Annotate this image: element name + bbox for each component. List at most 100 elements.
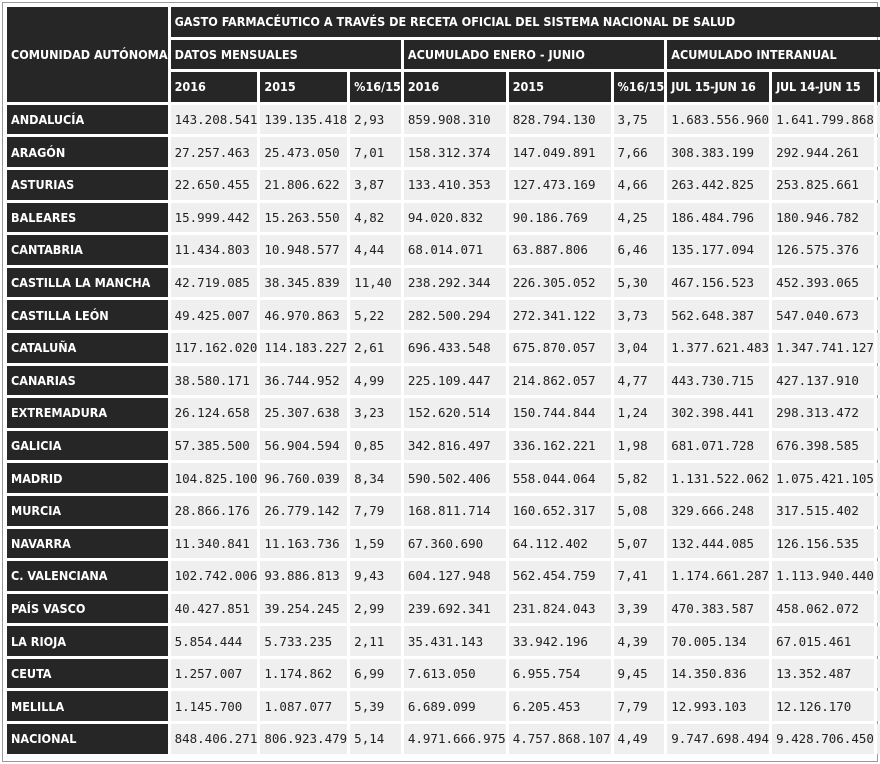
table-row: C. VALENCIANA 102.742.006 93.886.813 9,43 60… [7, 561, 880, 591]
table-cell: 6.955.754 [508, 658, 611, 689]
table-row: CANTABRIA 11.434.803 10.948.577 4,44 68.014.… [7, 235, 880, 265]
table-cell: 104.825.100 [170, 463, 258, 493]
table-cell: 3,73 [613, 300, 665, 330]
table-cell: 25.473.050 [260, 137, 348, 167]
table-cell: 282.500.294 [403, 300, 506, 330]
table-cell: 1.257.007 [170, 658, 258, 689]
row-label: ASTURIAS [7, 169, 168, 200]
table-cell: 1,98 [613, 430, 665, 461]
table-row: ARAGÓN 27.257.463 25.473.050 7,01 158.312.37… [7, 137, 880, 167]
table-cell: 238.292.344 [403, 267, 506, 298]
table-cell: 604.127.948 [403, 561, 506, 591]
table-cell: 2,22 [876, 332, 880, 363]
table-cell: 38.580.171 [170, 365, 258, 396]
column-header: 2015 [260, 72, 348, 102]
table-cell: 3,88 [876, 365, 880, 396]
table-cell: 302.398.441 [667, 398, 770, 428]
table-cell: 64.112.402 [508, 528, 611, 559]
table-cell: 42.719.085 [170, 267, 258, 298]
table-cell: 90.186.769 [508, 202, 611, 233]
table-cell: 2,54 [876, 104, 880, 135]
table-cell: 253.825.661 [772, 169, 874, 200]
table-cell: 27.257.463 [170, 137, 258, 167]
table-cell: 8,34 [350, 463, 401, 493]
table-cell: 5,22 [876, 463, 880, 493]
table-cell: 4,39 [613, 626, 665, 656]
table-cell: 427.137.910 [772, 365, 874, 396]
table-cell: 11.340.841 [170, 528, 258, 559]
table-cell: 147.049.891 [508, 137, 611, 167]
table-cell: 1.174.862 [260, 658, 348, 689]
row-label: NAVARRA [7, 528, 168, 559]
table-cell: 160.652.317 [508, 495, 611, 526]
table-cell: 1.174.661.287 [667, 561, 770, 591]
table-cell: 1.131.522.062 [667, 463, 770, 493]
table-cell: 25.307.638 [260, 398, 348, 428]
group-header-jan-jun: ACUMULADO ENERO - JUNIO [403, 39, 665, 70]
table-cell: 9,43 [350, 561, 401, 591]
table-cell: 0,85 [350, 430, 401, 461]
table-cell: 1,24 [613, 398, 665, 428]
column-header: 2016 [403, 72, 506, 102]
row-label: MURCIA [7, 495, 168, 526]
table-cell: 132.444.085 [667, 528, 770, 559]
table-cell: 452.393.065 [772, 267, 874, 298]
table-cell: 7,01 [350, 137, 401, 167]
table-row: EXTREMADURA 26.124.658 25.307.638 3,23 152.6… [7, 398, 880, 428]
table-cell: 3,79 [876, 169, 880, 200]
table-cell: 5,14 [350, 724, 401, 754]
row-label: EXTREMADURA [7, 398, 168, 428]
table-cell: 139.135.418 [260, 104, 348, 135]
row-label: NACIONAL [7, 724, 168, 754]
table-cell: 859.908.310 [403, 104, 506, 135]
row-label: MELILLA [7, 691, 168, 722]
table-cell: 15.999.442 [170, 202, 258, 233]
table-cell: 848.406.271 [170, 724, 258, 754]
table-cell: 11,40 [350, 267, 401, 298]
table-cell: 11.434.803 [170, 235, 258, 265]
table-cell: 7,15 [876, 691, 880, 722]
table-cell: 5,27 [876, 137, 880, 167]
table-cell: 12.993.103 [667, 691, 770, 722]
table-cell: 2,93 [350, 104, 401, 135]
table-cell: 6,46 [613, 235, 665, 265]
column-header: 2016 [170, 72, 258, 102]
table-cell: 1.075.421.105 [772, 463, 874, 493]
table-cell: 336.162.221 [508, 430, 611, 461]
table-cell: 5,07 [613, 528, 665, 559]
group-header-interannual: ACUMULADO INTERANUAL [667, 39, 880, 70]
row-label: GALICIA [7, 430, 168, 461]
table-cell: 1,59 [350, 528, 401, 559]
table-cell: 158.312.374 [403, 137, 506, 167]
table-cell: 126.575.376 [772, 235, 874, 265]
table-cell: 14.350.836 [667, 658, 770, 689]
table-cell: 2,61 [350, 332, 401, 363]
row-label: CANARIAS [7, 365, 168, 396]
table-cell: 4.757.868.107 [508, 724, 611, 754]
column-header: JUL 15-JUN 16 [667, 72, 770, 102]
table-cell: 28.866.176 [170, 495, 258, 526]
row-label: CEUTA [7, 658, 168, 689]
table-cell: 4,44 [350, 235, 401, 265]
row-label: CASTILLA LEÓN [7, 300, 168, 330]
table-cell: 21.806.622 [260, 169, 348, 200]
table-cell: 10.948.577 [260, 235, 348, 265]
group-header-monthly: DATOS MENSUALES [170, 39, 401, 70]
table-cell: 3,75 [613, 104, 665, 135]
table-cell: 143.208.541 [170, 104, 258, 135]
table-cell: 180.946.782 [772, 202, 874, 233]
table-cell: 0,69 [876, 430, 880, 461]
table-cell: 13.352.487 [772, 658, 874, 689]
table-cell: 1,37 [876, 398, 880, 428]
table-cell: 342.816.497 [403, 430, 506, 461]
table-cell: 226.305.052 [508, 267, 611, 298]
table-cell: 7,79 [613, 691, 665, 722]
column-header: JUL 14-JUN 15 [772, 72, 874, 102]
table-cell: 329.666.248 [667, 495, 770, 526]
row-label: LA RIOJA [7, 626, 168, 656]
column-header: %16/15 [350, 72, 401, 102]
table-cell: 7,66 [613, 137, 665, 167]
table-cell: 33.942.196 [508, 626, 611, 656]
table-cell: 56.904.594 [260, 430, 348, 461]
table-cell: 562.454.759 [508, 561, 611, 591]
